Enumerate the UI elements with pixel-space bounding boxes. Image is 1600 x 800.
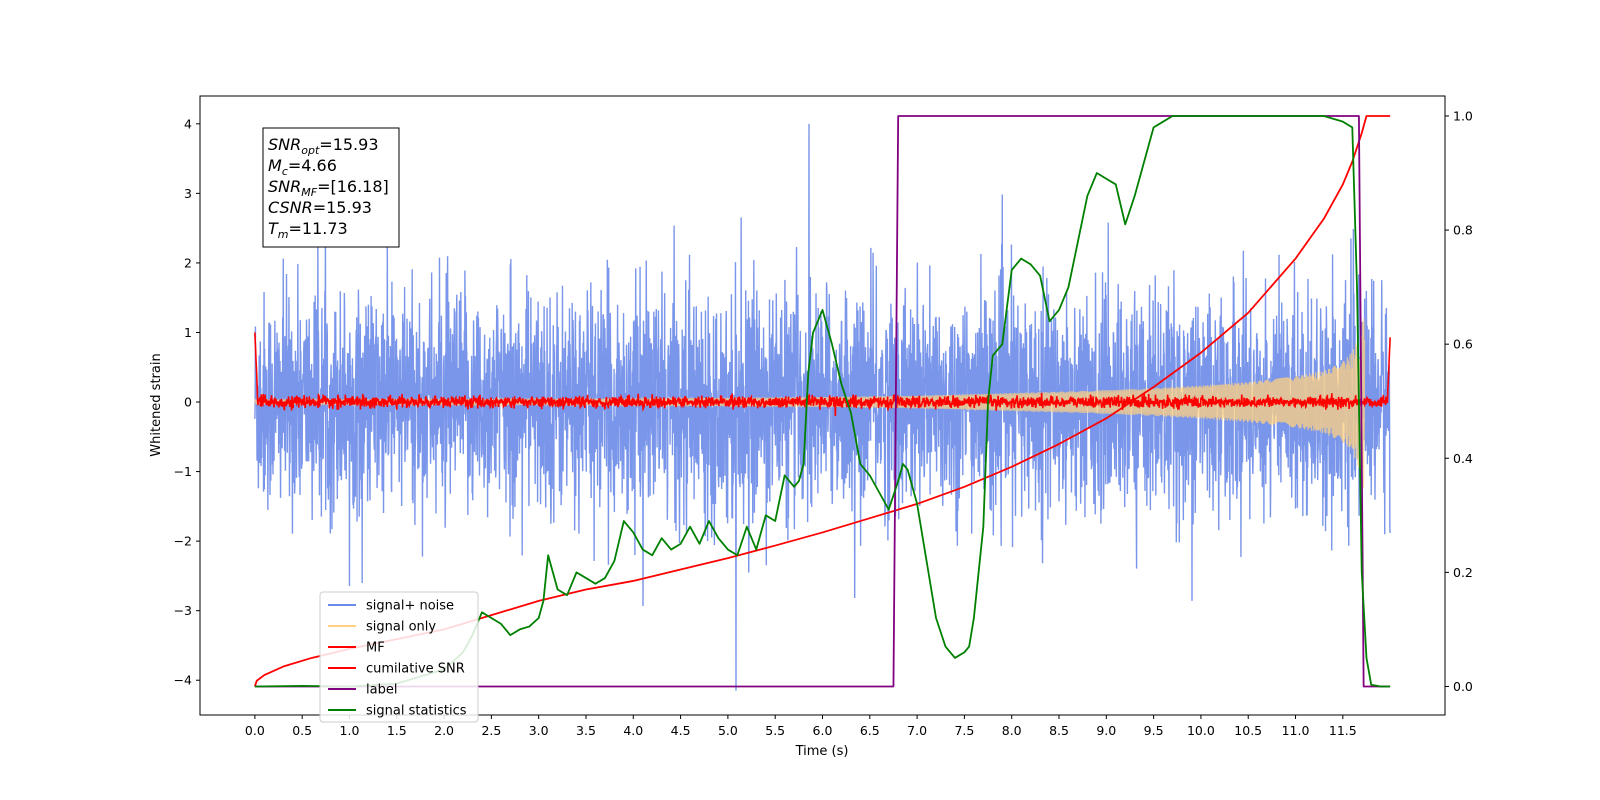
x-tick-label: 5.0 — [718, 723, 738, 738]
x-tick-label: 5.5 — [765, 723, 785, 738]
y-left-tick-label: −1 — [174, 464, 192, 479]
x-tick-label: 1.5 — [387, 723, 407, 738]
annotation-line: Tm=11.73 — [268, 219, 348, 241]
legend-label: cumilative SNR — [366, 662, 465, 677]
x-axis-label: Time (s) — [795, 744, 849, 759]
y-axis-label-left: Whitened strain — [149, 353, 164, 456]
annotation-line: Mc=4.66 — [268, 156, 337, 178]
legend-label: label — [366, 683, 397, 698]
legend: signal+ noise signal only MF cumilative SNR… — [319, 591, 479, 723]
y-axis-right: 0.0 0.2 0.4 0.6 0.8 1.0 — [1445, 108, 1473, 694]
x-tick-label: 4.5 — [671, 723, 691, 738]
y-left-tick-label: −4 — [174, 673, 192, 688]
series-label — [254, 115, 1391, 688]
x-tick-label: 0.5 — [292, 723, 312, 738]
y-right-tick-label: 1.0 — [1453, 108, 1473, 123]
x-tick-label: 6.5 — [860, 723, 880, 738]
x-tick-label: 9.5 — [1144, 723, 1164, 738]
annotation-line: CSNR=15.93 — [268, 198, 372, 217]
x-tick-label: 1.0 — [340, 723, 360, 738]
series-signal-statistics — [254, 115, 1391, 688]
y-axis-left: −4 −3 −2 −1 0 1 2 3 4 — [174, 116, 200, 688]
x-tick-label: 2.5 — [481, 723, 501, 738]
legend-label: MF — [366, 641, 385, 656]
y-right-tick-label: 0.6 — [1453, 337, 1473, 352]
y-left-tick-label: 3 — [184, 186, 192, 201]
y-right-tick-label: 0.4 — [1453, 451, 1473, 466]
x-tick-label: 10.0 — [1187, 723, 1215, 738]
series-mf — [254, 332, 1391, 417]
y-left-tick-label: 2 — [184, 255, 192, 270]
x-tick-label: 6.0 — [813, 723, 833, 738]
x-tick-label: 7.5 — [954, 723, 974, 738]
y-right-tick-label: 0.8 — [1453, 223, 1473, 238]
x-tick-label: 8.0 — [1002, 723, 1022, 738]
y-left-tick-label: −2 — [174, 534, 192, 549]
x-tick-label: 8.5 — [1049, 723, 1069, 738]
x-tick-label: 11.5 — [1329, 723, 1357, 738]
annotation-line: SNRopt=15.93 — [268, 135, 379, 157]
x-axis: 0.0 0.5 1.0 1.5 2.0 2.5 3.0 3.5 4.0 4.5 5.0 5.5 6.0 6… — [245, 715, 1357, 738]
annotation-line: SNRMF=[16.18] — [268, 177, 389, 199]
y-right-tick-label: 0.2 — [1453, 565, 1473, 580]
x-tick-label: 7.0 — [907, 723, 927, 738]
y-right-tick-label: 0.0 — [1453, 679, 1473, 694]
x-tick-label: 10.5 — [1234, 723, 1262, 738]
legend-label: signal statistics — [366, 704, 467, 719]
x-tick-label: 2.0 — [434, 723, 454, 738]
x-tick-label: 11.0 — [1282, 723, 1310, 738]
x-tick-label: 9.0 — [1096, 723, 1116, 738]
annotation-frame — [262, 127, 400, 248]
legend-frame — [319, 591, 479, 723]
legend-label: signal+ noise — [366, 599, 454, 614]
y-left-tick-label: 1 — [184, 325, 192, 340]
legend-label: signal only — [366, 620, 436, 635]
x-tick-label: 3.5 — [576, 723, 596, 738]
x-tick-label: 4.0 — [623, 723, 643, 738]
y-left-tick-label: 4 — [184, 116, 192, 131]
annotation-box: SNRopt=15.93Mc=4.66SNRMF=[16.18]CSNR=15.… — [262, 127, 400, 248]
y-left-tick-label: −3 — [174, 603, 192, 618]
x-tick-label: 3.0 — [529, 723, 549, 738]
x-tick-label: 0.0 — [245, 723, 265, 738]
y-left-tick-label: 0 — [184, 395, 192, 410]
